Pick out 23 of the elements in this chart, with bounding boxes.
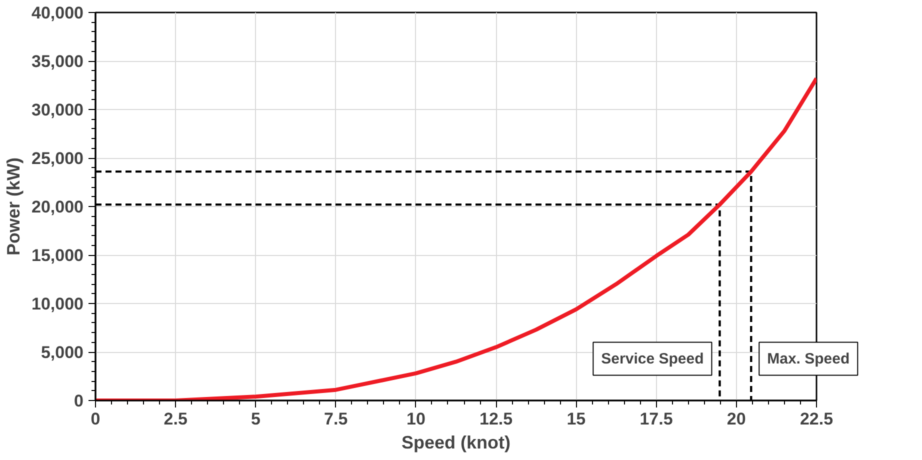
y-tick-label: 0: [74, 392, 84, 410]
y-tick-label: 25,000: [32, 149, 84, 168]
x-tick-label: 0: [90, 410, 100, 428]
x-axis-title: Speed (knot): [402, 432, 511, 452]
y-tick-label: 40,000: [32, 4, 84, 22]
y-tick-label: 15,000: [32, 246, 84, 265]
x-tick-label: 20: [726, 410, 746, 428]
x-tick-label: 12.5: [480, 410, 513, 428]
annotation: Max. Speed: [767, 350, 850, 368]
y-tick-label: 10,000: [32, 294, 84, 314]
x-tick-label: 7.5: [324, 410, 348, 428]
annotation: Service Speed: [601, 350, 704, 368]
x-tick-label: 2.5: [164, 410, 188, 428]
x-tick-label: 15: [566, 410, 586, 428]
x-tick-label: 10: [406, 410, 426, 428]
y-axis-title: Power (kW): [4, 157, 24, 256]
x-tick-label: 17.5: [640, 410, 673, 428]
y-tick-label: 20,000: [32, 198, 84, 216]
x-tick-label: 22.5: [800, 410, 834, 428]
y-tick-label: 30,000: [32, 100, 84, 120]
y-tick-label: 35,000: [32, 52, 84, 71]
x-tick-label: 5: [250, 410, 260, 428]
y-tick-label: 5,000: [40, 343, 84, 362]
